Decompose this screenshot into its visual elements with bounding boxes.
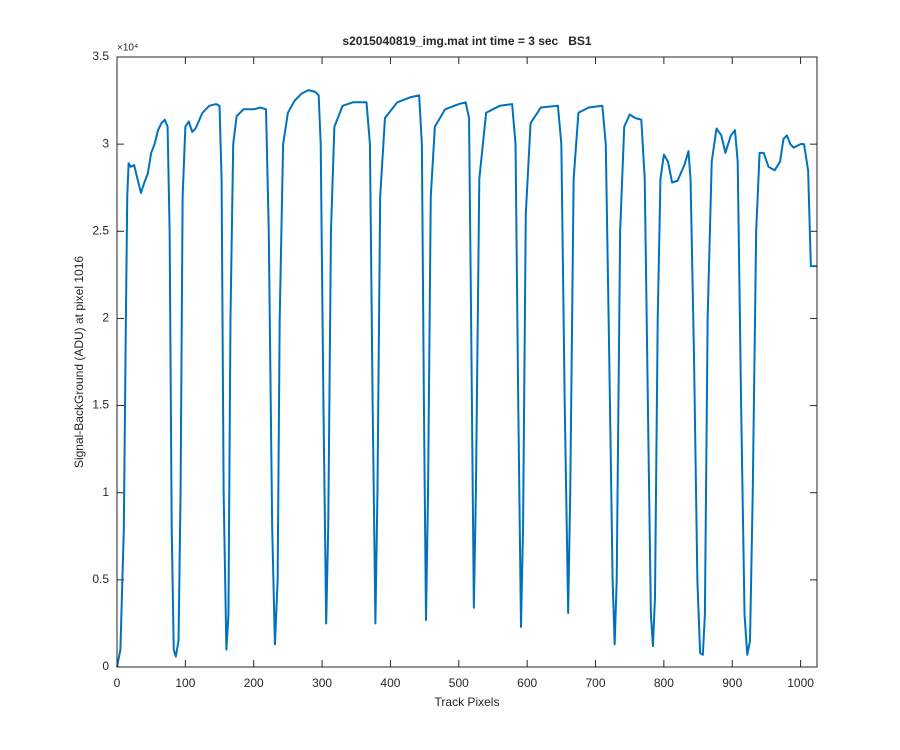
y-tick-label: 3.5 — [92, 49, 109, 63]
y-tick-label: 3 — [102, 136, 109, 150]
x-tick-label: 200 — [244, 676, 264, 690]
y-axis-label: Signal-BackGround (ADU) at pixel 1016 — [72, 256, 86, 468]
x-tick-label: 400 — [380, 676, 400, 690]
chart-title: s2015040819_img.mat int time = 3 sec BS1 — [342, 34, 591, 48]
data-line — [116, 89, 817, 668]
x-tick-label: 900 — [722, 676, 742, 690]
y-tick-label: 0 — [102, 659, 109, 673]
y-tick-label: 1.5 — [92, 398, 109, 412]
x-tick-label: 800 — [654, 676, 674, 690]
x-tick-label: 300 — [312, 676, 332, 690]
x-tick-label: 100 — [175, 676, 195, 690]
y-tick-label: 1 — [102, 485, 109, 499]
y-tick-label: 2 — [102, 311, 109, 325]
x-tick-label: 600 — [517, 676, 537, 690]
y-tick-label: 0.5 — [92, 572, 109, 586]
x-axis-label: Track Pixels — [435, 695, 500, 709]
x-tick-label: 0 — [114, 676, 121, 690]
x-tick-label: 500 — [449, 676, 469, 690]
y-tick-label: 2.5 — [92, 223, 109, 237]
x-tick-label: 1000 — [787, 676, 814, 690]
axes-box — [116, 56, 818, 668]
x-tick-label: 700 — [586, 676, 606, 690]
y-exponent: ×10⁴ — [117, 43, 138, 54]
